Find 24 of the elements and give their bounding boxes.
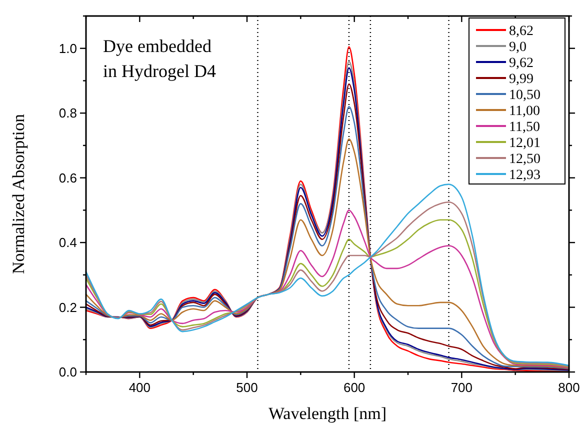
y-tick-label: 0.2 [58, 300, 77, 315]
y-tick-label: 0.4 [58, 235, 77, 250]
legend-label: 9,0 [509, 40, 526, 55]
x-tick-label: 600 [343, 380, 366, 395]
x-tick-label: 400 [128, 380, 151, 395]
y-axis-title: Normalized Absorption [9, 113, 28, 274]
legend-label: 11,50 [509, 120, 540, 135]
x-tick-label: 500 [236, 380, 258, 395]
y-tick-label: 1.0 [58, 40, 77, 56]
x-tick-label: 800 [558, 380, 580, 395]
y-tick-label: 0.8 [58, 106, 77, 121]
legend-label: 12,93 [509, 168, 540, 183]
legend-label: 12,50 [509, 152, 540, 167]
legend-label: 9,62 [509, 56, 534, 71]
legend-label: 10,50 [509, 88, 540, 103]
x-axis-title: Wavelength [nm] [268, 404, 387, 423]
legend-label: 11,00 [509, 104, 540, 119]
legend-label: 9,99 [509, 72, 534, 87]
legend-label: 12,01 [509, 136, 540, 151]
x-tick-label: 700 [450, 380, 473, 395]
y-tick-label: 0.6 [58, 170, 77, 186]
legend-label: 8,62 [509, 24, 534, 39]
y-tick-label: 0.0 [58, 364, 77, 380]
annotation: Dye embedded in Hydrogel D4 [103, 36, 216, 81]
